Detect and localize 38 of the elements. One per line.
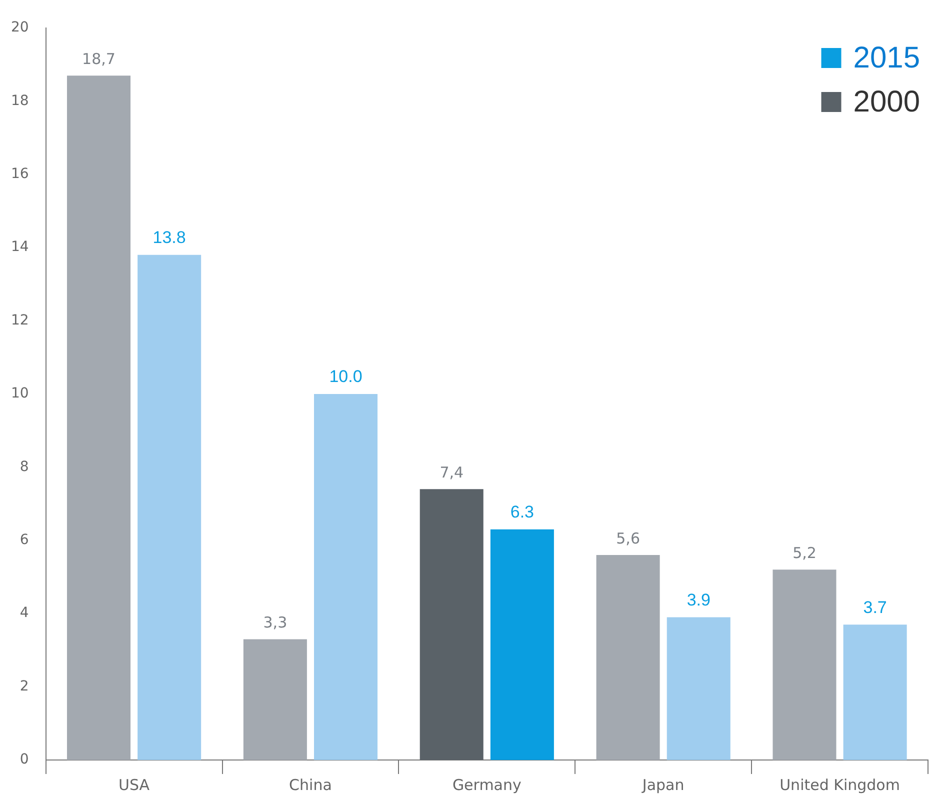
y-tick-label: 14 xyxy=(10,239,29,256)
y-tick-label: 20 xyxy=(10,20,29,36)
bar xyxy=(314,394,378,760)
data-label: 3,3 xyxy=(263,614,288,632)
x-tick-label: Japan xyxy=(641,776,684,794)
y-tick-label: 16 xyxy=(10,166,29,182)
y-tick-label: 2 xyxy=(20,678,29,694)
bar xyxy=(843,624,907,760)
legend-label: 2015 xyxy=(853,41,920,74)
data-label: 6.3 xyxy=(510,502,534,522)
bar xyxy=(243,639,307,760)
y-tick-label: 8 xyxy=(20,458,29,475)
y-tick-label: 12 xyxy=(10,312,29,328)
data-label: 3.9 xyxy=(686,590,710,610)
bar xyxy=(666,617,730,760)
data-label: 7,4 xyxy=(440,464,464,482)
bar xyxy=(772,570,836,760)
bar xyxy=(138,254,202,760)
data-label: 18,7 xyxy=(82,50,116,68)
x-tick-label: China xyxy=(289,776,332,794)
legend-label: 2000 xyxy=(853,85,920,118)
x-tick-label: USA xyxy=(118,776,150,794)
data-label: 13.8 xyxy=(152,228,186,248)
y-tick-label: 18 xyxy=(10,92,29,109)
y-tick-label: 6 xyxy=(20,532,29,548)
x-tick-label: Germany xyxy=(452,776,522,794)
data-label: 5,2 xyxy=(792,544,816,562)
bar xyxy=(420,489,484,760)
data-label: 10.0 xyxy=(329,367,362,386)
y-tick-label: 0 xyxy=(20,752,29,768)
data-label: 5,6 xyxy=(616,529,640,548)
x-tick-label: United Kingdom xyxy=(780,776,900,794)
y-tick-label: 10 xyxy=(10,386,29,402)
bar xyxy=(596,555,660,760)
bar xyxy=(66,76,131,760)
data-label: 3.7 xyxy=(863,598,887,617)
bar xyxy=(490,529,554,760)
y-tick-label: 4 xyxy=(20,605,29,622)
